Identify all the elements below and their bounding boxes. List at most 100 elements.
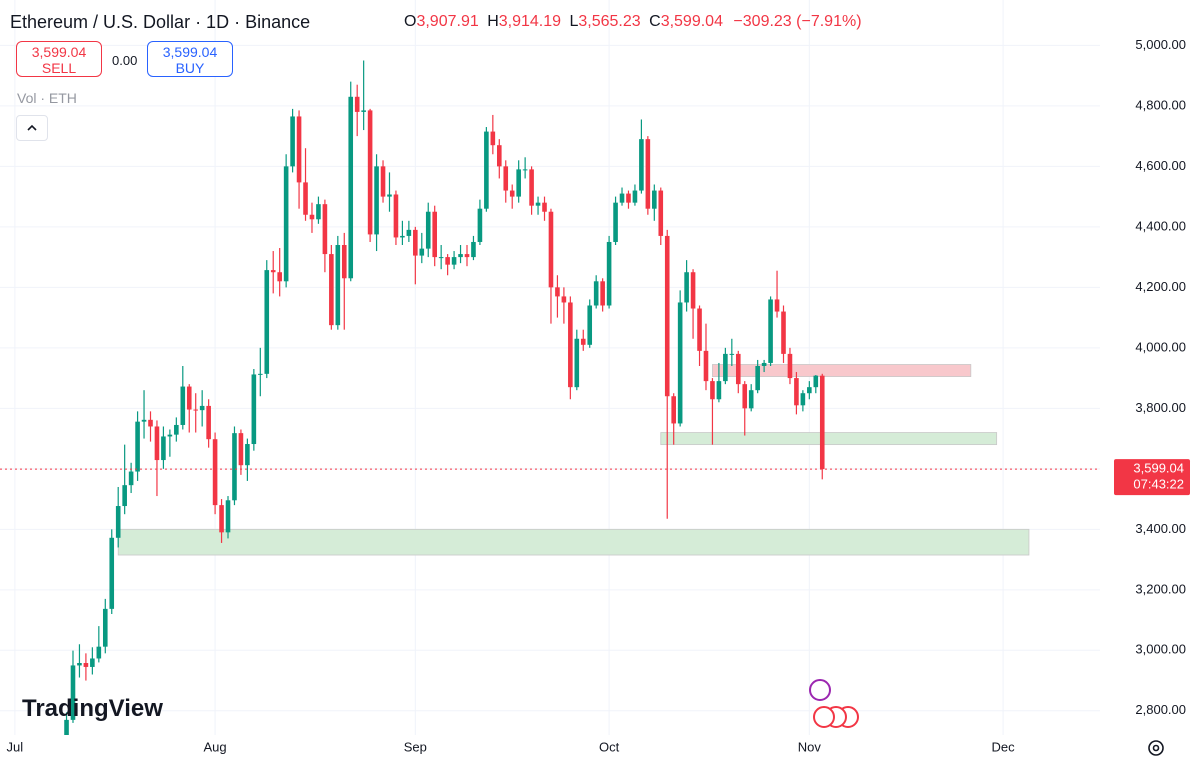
- candle-body: [471, 241, 476, 258]
- y-tick-label: 4,000.00: [1135, 339, 1186, 354]
- event-icons: [809, 679, 859, 728]
- collapse-button[interactable]: [16, 115, 48, 141]
- candle-body: [141, 419, 147, 422]
- candle-body: [270, 270, 276, 273]
- candle-body: [645, 139, 651, 209]
- candle-body: [70, 665, 76, 720]
- candle-body: [755, 365, 760, 391]
- collapse-icon: [27, 124, 37, 131]
- candle-body: [664, 235, 670, 397]
- candle-body: [193, 409, 199, 411]
- candle-body: [677, 302, 683, 424]
- candle-body: [652, 190, 657, 209]
- ohlc-key: H: [487, 13, 499, 30]
- candle-body: [258, 373, 263, 375]
- candle-body: [354, 96, 360, 112]
- candle-body: [580, 338, 586, 345]
- candle-body: [710, 381, 715, 400]
- candle-body: [135, 421, 140, 472]
- volume-indicator[interactable]: Vol · ETH: [17, 90, 77, 106]
- candle-body: [496, 145, 502, 167]
- candle-body: [219, 505, 224, 533]
- candle-body: [277, 272, 282, 282]
- candle-body: [542, 202, 547, 212]
- candle-body: [167, 434, 173, 437]
- candle-body: [232, 433, 237, 501]
- candle-body: [174, 424, 179, 435]
- candle-body: [206, 405, 211, 440]
- candle-body: [109, 537, 115, 609]
- y-tick-label: 3,800.00: [1135, 400, 1186, 415]
- candle-body: [697, 308, 702, 351]
- candle-body: [64, 719, 69, 735]
- candle-body: [199, 405, 205, 411]
- candle-body: [238, 433, 244, 466]
- candle-body: [593, 281, 599, 306]
- candle-body: [335, 245, 341, 326]
- candle-body: [251, 374, 257, 445]
- candle-body: [400, 235, 405, 238]
- candle-body: [154, 426, 160, 461]
- y-tick-label: 5,000.00: [1135, 37, 1186, 52]
- y-tick-label: 3,000.00: [1135, 642, 1186, 657]
- ohlc-value: 3,914.19: [498, 13, 562, 30]
- candle-body: [703, 350, 709, 382]
- candle-body: [432, 211, 438, 258]
- settings-icon[interactable]: [1148, 740, 1164, 756]
- ohlc-legend: O3,907.91 H3,914.19 L3,565.23 C3,599.04 …: [400, 13, 862, 31]
- candle-body: [819, 375, 825, 470]
- candle-body: [180, 386, 186, 425]
- candle-body: [561, 296, 567, 303]
- candle-body: [425, 211, 431, 249]
- y-tick-label: 3,200.00: [1135, 581, 1186, 596]
- candle-body: [600, 281, 605, 306]
- candle-body: [296, 116, 302, 183]
- ohlc-value: 3,565.23: [578, 13, 641, 30]
- candle-body: [225, 500, 231, 533]
- y-tick-label: 4,400.00: [1135, 218, 1186, 233]
- brand-logo: TradingView: [22, 695, 163, 723]
- candle-body: [774, 299, 780, 312]
- candle-body: [613, 202, 618, 242]
- candle-body: [245, 444, 250, 466]
- x-tick-label: Dec: [992, 739, 1016, 754]
- candle-body: [361, 110, 366, 112]
- candle-body: [380, 166, 386, 197]
- x-tick-label: Oct: [599, 739, 620, 754]
- candle-body: [445, 257, 450, 265]
- candle-body: [122, 485, 127, 507]
- candle-body: [735, 353, 741, 385]
- zone: [712, 364, 972, 377]
- candle-body: [787, 353, 793, 379]
- candle-body: [128, 471, 134, 486]
- candle-body: [83, 663, 89, 667]
- candle-body: [96, 646, 102, 659]
- zone: [660, 432, 998, 446]
- candle-body: [464, 254, 470, 258]
- candle-body: [102, 608, 108, 647]
- candle-body: [451, 257, 457, 265]
- candle-body: [329, 254, 334, 326]
- buy-price: 3,599.04: [162, 44, 218, 60]
- candle-body: [716, 381, 722, 400]
- symbol-title-text: Ethereum / U.S. Dollar · 1D · Binance: [10, 12, 311, 32]
- candle-body: [548, 211, 554, 288]
- candle-body: [186, 386, 192, 410]
- candle-body: [283, 166, 289, 282]
- candle-body: [555, 287, 560, 297]
- ohlc-key: L: [569, 13, 579, 30]
- buy-button[interactable]: 3,599.04 BUY: [147, 41, 233, 77]
- sell-button[interactable]: 3,599.04 SELL: [16, 41, 102, 77]
- ohlc-key: O: [404, 13, 417, 30]
- candle-body: [90, 658, 95, 667]
- axis: 2,800.003,000.003,200.003,400.003,600.00…: [0, 37, 1190, 754]
- candle-body: [393, 194, 399, 238]
- candle-body: [606, 241, 612, 306]
- candle-body: [458, 254, 463, 258]
- candle-body: [535, 202, 541, 206]
- candle-body: [626, 193, 631, 203]
- countdown-label: 07:43:22: [1133, 477, 1184, 492]
- candle-body: [768, 299, 773, 363]
- spread: 0.00: [112, 53, 138, 68]
